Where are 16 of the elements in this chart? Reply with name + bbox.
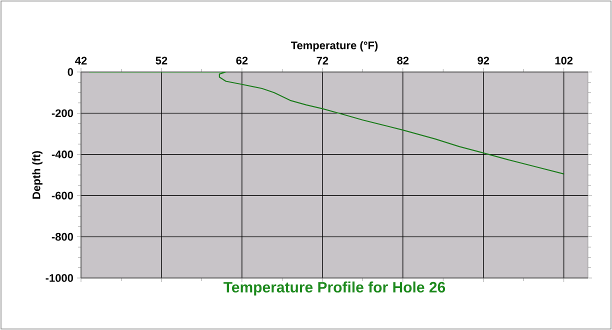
y-tick-label: -400 [52, 150, 74, 158]
x-tick-label: 92 [478, 56, 490, 64]
x-tick-label: 42 [75, 56, 87, 64]
x-tick-label: 72 [316, 56, 328, 64]
y-tick-label: -600 [52, 192, 74, 200]
x-tick-label: 62 [236, 56, 248, 64]
text: Temperature Profile for Hole 26 [224, 282, 446, 296]
x-tick-label: 102 [555, 56, 573, 64]
y-tick-label: -1000 [46, 274, 74, 282]
x-axis-title: Temperature (°F) [290, 41, 378, 52]
y-axis-title: Depth (ft) [32, 151, 42, 199]
x-tick-label: 52 [156, 56, 168, 64]
x-tick-label: 82 [397, 56, 409, 64]
y-tick-label: -800 [52, 232, 74, 241]
y-tick-label: -200 [52, 109, 74, 118]
y-tick-label: 0 [68, 68, 74, 76]
